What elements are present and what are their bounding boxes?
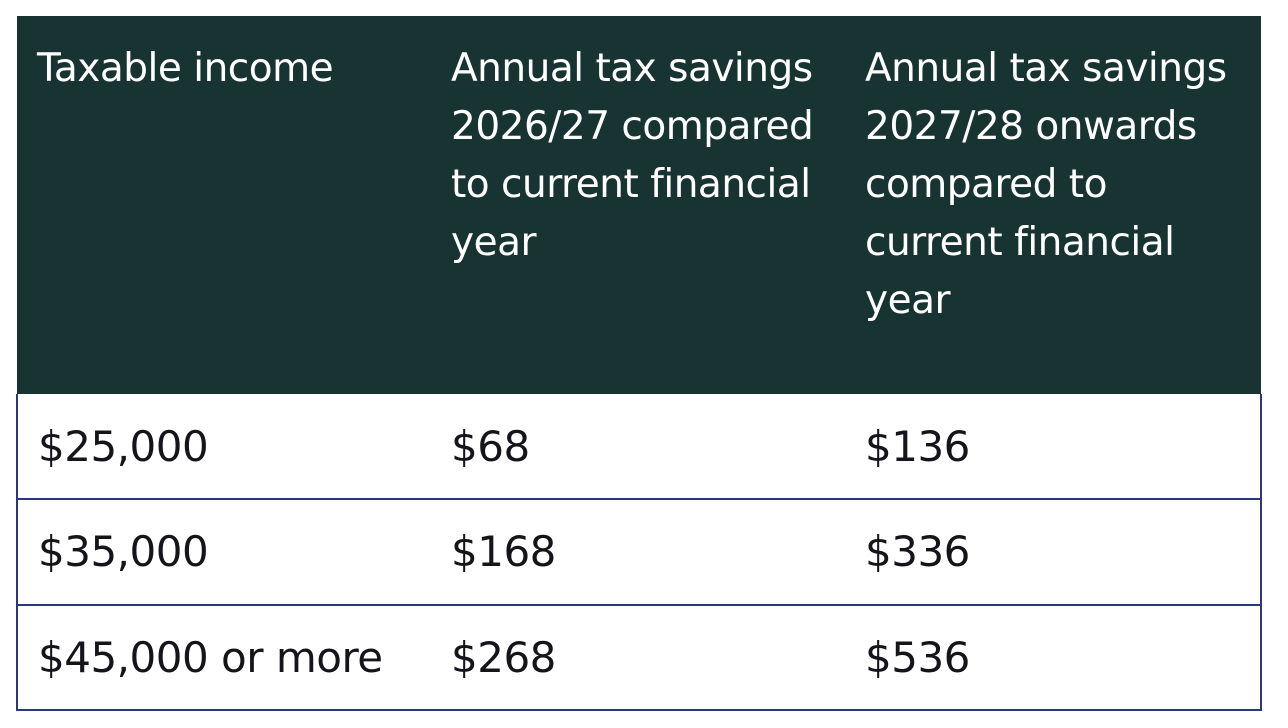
cell-savings-2027-28: $536 [865,632,970,682]
cell-savings-2026-27: $168 [451,527,556,577]
header-taxable-income: Taxable income [37,46,334,91]
cell-savings-2027-28: $336 [865,527,970,577]
cell-taxable-income: $45,000 or more [38,632,383,682]
table-row: $45,000 or more $268 $536 [17,604,1261,710]
table-row: $25,000 $68 $136 [17,394,1261,500]
header-row: Taxable income Annual tax savings 2026/2… [17,16,1261,394]
table-header: Taxable income Annual tax savings 2026/2… [17,16,1261,394]
cell-taxable-income: $25,000 [38,421,209,471]
cell-savings-2027-28: $136 [865,421,970,471]
header-savings-2026-27: Annual tax savings 2026/27 compared to c… [451,46,814,265]
tax-savings-table-container: Taxable income Annual tax savings 2026/2… [16,16,1262,711]
cell-savings-2026-27: $68 [451,421,530,471]
header-savings-2027-28: Annual tax savings 2027/28 onwards compa… [865,46,1227,323]
table-body: $25,000 $68 $136 $35,000 $168 $336 $45,0… [17,394,1261,710]
tax-savings-table: Taxable income Annual tax savings 2026/2… [16,16,1262,711]
cell-savings-2026-27: $268 [451,632,556,682]
table-row: $35,000 $168 $336 [17,499,1261,605]
cell-taxable-income: $35,000 [38,527,209,577]
